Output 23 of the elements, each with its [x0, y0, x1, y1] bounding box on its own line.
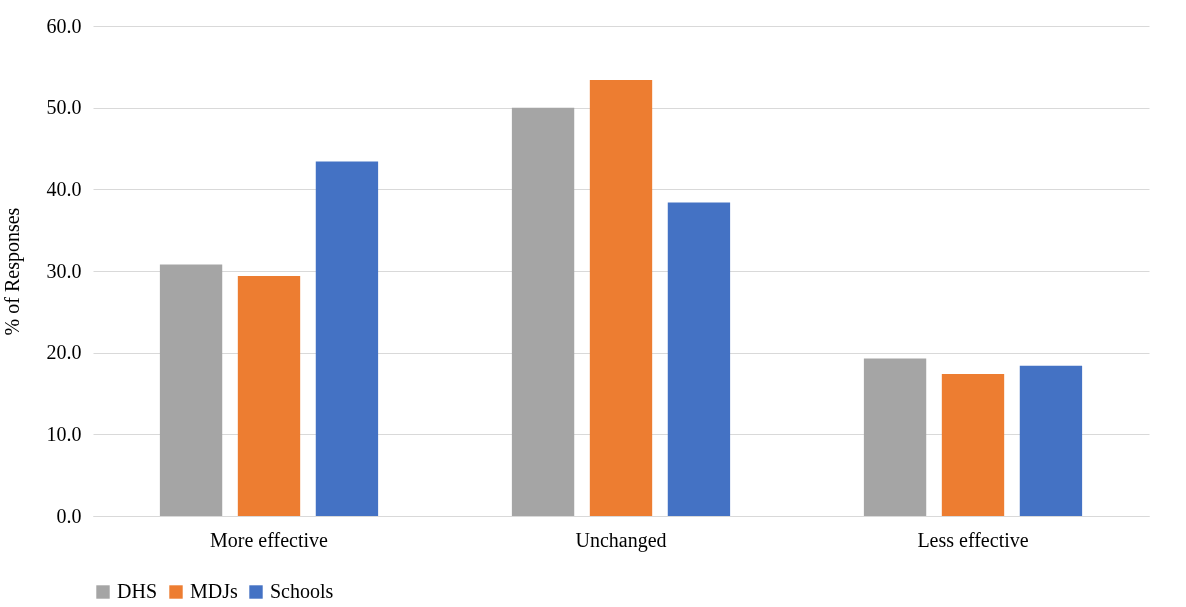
- x-tick-label: Unchanged: [575, 528, 667, 552]
- bar: [159, 264, 223, 516]
- bar: [315, 161, 379, 516]
- y-tick-label: 20.0: [46, 341, 82, 364]
- bar: [589, 79, 653, 516]
- y-tick-label: 0.0: [56, 504, 82, 527]
- bar: [511, 107, 575, 516]
- x-tick-label: Less effective: [917, 528, 1029, 551]
- y-tick-label: 60.0: [46, 14, 82, 37]
- y-tick-label: 50.0: [46, 96, 82, 119]
- legend-label: DHS: [117, 580, 158, 602]
- bar: [941, 373, 1005, 516]
- x-tick-label: More effective: [210, 528, 329, 551]
- legend-label: Schools: [270, 580, 334, 602]
- bar: [237, 275, 301, 516]
- legend-label: MDJs: [190, 580, 239, 602]
- y-tick-label: 10.0: [46, 422, 82, 445]
- bar: [667, 202, 731, 516]
- y-axis-title: % of Responses: [0, 207, 24, 336]
- bar: [1019, 365, 1083, 516]
- y-tick-label: 30.0: [46, 259, 82, 282]
- y-tick-label: 40.0: [46, 177, 82, 200]
- bar: [863, 358, 927, 516]
